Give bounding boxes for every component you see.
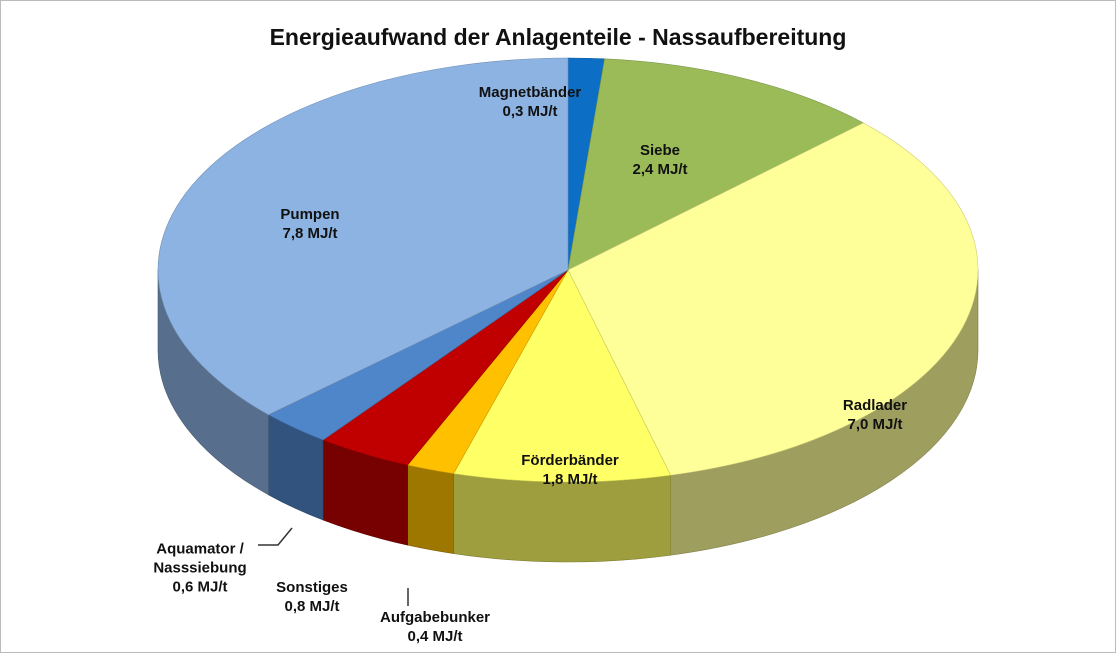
value-label: 1,8 MJ/t <box>542 471 598 488</box>
value-label: 0,3 MJ/t <box>502 103 558 120</box>
data-label: Aquamator / Nasssiebung 0,6 MJ/t <box>140 540 260 597</box>
slice <box>157 57 569 416</box>
category-label: Pumpen <box>280 206 340 223</box>
category-label: Aquamator / Nasssiebung <box>153 540 247 577</box>
category-label: Radlader <box>842 397 908 414</box>
value-label: 2,4 MJ/t <box>632 161 688 178</box>
category-label: Aufgabebunker <box>379 609 491 626</box>
category-label: Siebe <box>639 142 681 159</box>
leader-line <box>258 527 293 546</box>
value-label: 7,0 MJ/t <box>847 416 903 433</box>
data-label: Sonstiges 0,8 MJ/t <box>276 578 348 616</box>
data-label: Magnetbänder 0,3 MJ/t <box>479 83 582 121</box>
value-label: 7,8 MJ/t <box>282 225 338 242</box>
slice <box>567 122 979 476</box>
category-label: Sonstiges <box>276 579 348 596</box>
data-label: Siebe 2,4 MJ/t <box>632 141 687 179</box>
data-label: Radlader 7,0 MJ/t <box>843 396 907 434</box>
category-label: Magnetbänder <box>478 84 582 101</box>
slice <box>567 58 864 271</box>
slice <box>453 269 672 483</box>
category-label: Förderbänder <box>521 452 619 469</box>
slice-side <box>407 464 454 554</box>
value-label: 0,6 MJ/t <box>172 578 228 596</box>
value-label: 0,4 MJ/t <box>407 628 463 645</box>
chart-title: Energieaufwand der Anlagenteile - Nassau… <box>269 24 847 50</box>
data-label: Aufgabebunker 0,4 MJ/t <box>380 608 490 646</box>
data-label: Förderbänder 1,8 MJ/t <box>521 451 619 489</box>
value-label: 0,8 MJ/t <box>284 598 340 615</box>
data-label: Pumpen 7,8 MJ/t <box>280 205 339 243</box>
